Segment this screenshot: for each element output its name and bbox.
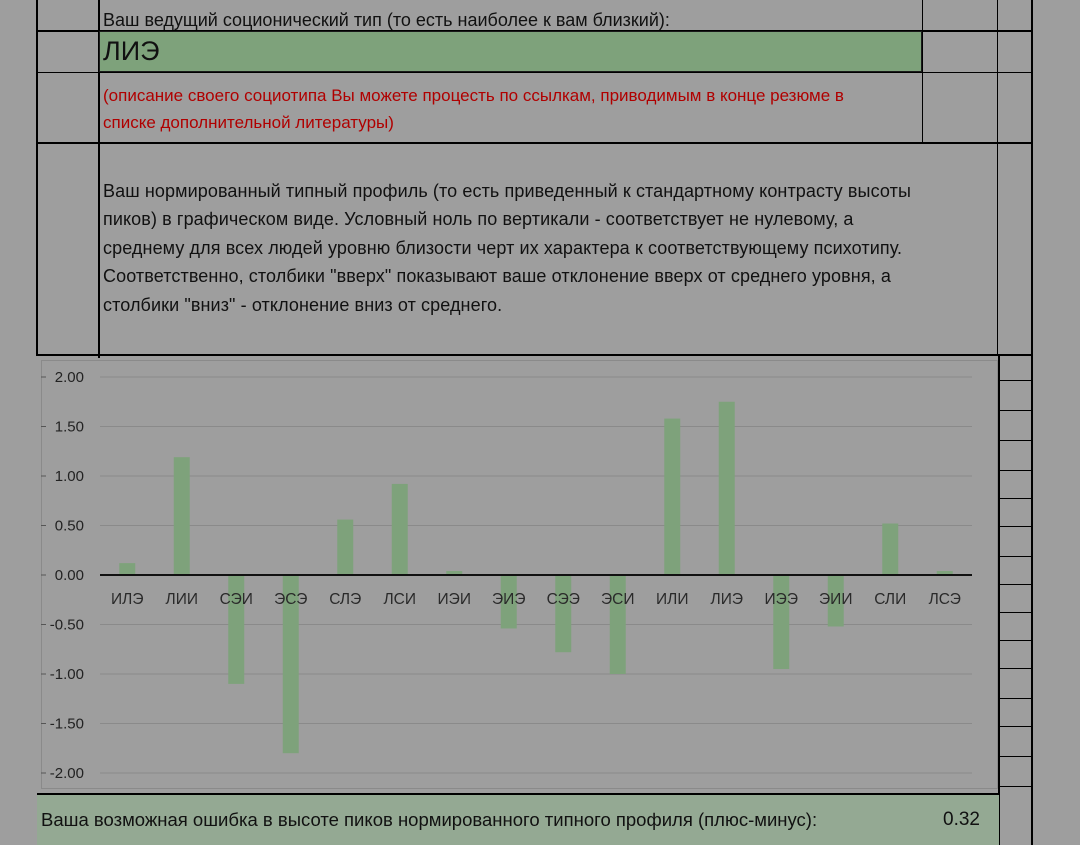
y-tick-label: 2.00 bbox=[55, 369, 84, 386]
grid-line bbox=[98, 0, 100, 358]
profile-explanation-line: столбики "вниз" - отклонение вниз от сре… bbox=[103, 295, 503, 315]
type-description-line: (описание своего социотипа Вы можете про… bbox=[103, 86, 844, 105]
grid-line bbox=[998, 556, 1033, 557]
error-value[interactable]: 0.32 bbox=[943, 809, 980, 830]
profile-explanation-line: Ваш нормированный типный профиль (то ест… bbox=[103, 181, 911, 201]
grid-line bbox=[998, 498, 1033, 499]
type-cell[interactable] bbox=[99, 31, 922, 72]
bar[interactable] bbox=[664, 418, 681, 575]
grid-line bbox=[998, 756, 1033, 757]
type-name: ЛИЭ bbox=[103, 36, 160, 66]
grid-line bbox=[998, 380, 1033, 381]
grid-line bbox=[998, 612, 1033, 613]
y-tick-label: -0.50 bbox=[50, 617, 84, 634]
bar[interactable] bbox=[119, 563, 136, 575]
grid-line bbox=[36, 354, 1033, 356]
grid-line bbox=[1031, 0, 1033, 845]
bar[interactable] bbox=[173, 457, 190, 575]
category-label: СЭИ bbox=[220, 591, 253, 608]
error-row bbox=[37, 793, 999, 845]
category-label: СЭЭ bbox=[547, 591, 580, 608]
bar[interactable] bbox=[337, 519, 354, 575]
grid-line bbox=[998, 440, 1033, 441]
bar[interactable] bbox=[882, 523, 899, 575]
grid-line bbox=[36, 142, 1033, 144]
bar[interactable] bbox=[827, 575, 844, 627]
profile-bar-chart: 2.00 1.50 1.00 0.50 0.00 -0.50 -1.00 -1.50 -2.00… bbox=[41, 369, 972, 782]
y-tick-label: -2.00 bbox=[50, 765, 84, 782]
category-label: ИЭЭ bbox=[765, 591, 798, 608]
y-tick-label: -1.00 bbox=[50, 666, 84, 683]
profile-explanation-line: Соответственно, столбики "вверх" показыв… bbox=[103, 266, 891, 286]
grid-line bbox=[998, 698, 1033, 699]
error-label: Ваша возможная ошибка в высоте пиков нор… bbox=[41, 809, 818, 830]
grid-line bbox=[998, 726, 1033, 727]
category-label: ИЛИ bbox=[656, 591, 688, 608]
profile-explanation-line: пиков) в графическом виде. Условный ноль… bbox=[103, 209, 854, 229]
bar[interactable] bbox=[446, 571, 463, 575]
grid-line bbox=[998, 584, 1033, 585]
category-label: ЭСИ bbox=[601, 591, 634, 608]
grid-line bbox=[998, 526, 1033, 527]
grid-line bbox=[36, 0, 38, 355]
grid-line bbox=[922, 0, 923, 143]
grid-line bbox=[998, 470, 1033, 471]
grid-line bbox=[998, 668, 1033, 669]
category-label: СЛЭ bbox=[329, 591, 361, 608]
y-tick-label: 1.50 bbox=[55, 419, 84, 436]
category-label: ЛИИ bbox=[166, 591, 198, 608]
y-tick-label: -1.50 bbox=[50, 716, 84, 733]
bar[interactable] bbox=[555, 575, 572, 653]
category-label: ЛИЭ bbox=[711, 591, 743, 608]
bar[interactable] bbox=[282, 575, 299, 754]
y-tick-label: 0.00 bbox=[55, 567, 84, 584]
bar[interactable] bbox=[228, 575, 245, 684]
type-description-line: списке дополнительной литературы) bbox=[103, 113, 394, 132]
leading-type-label: Ваш ведущий соционический тип (то есть н… bbox=[103, 10, 670, 30]
category-label: ЭСЭ bbox=[274, 591, 307, 608]
bar[interactable] bbox=[500, 575, 517, 629]
y-tick-label: 0.50 bbox=[55, 518, 84, 535]
bar[interactable] bbox=[718, 401, 735, 575]
grid-line bbox=[36, 72, 1033, 73]
y-tick-label: 1.00 bbox=[55, 468, 84, 485]
grid-line bbox=[997, 0, 998, 355]
category-label: ИЛЭ bbox=[111, 591, 143, 608]
grid-line bbox=[998, 786, 1033, 787]
category-label: ЭИЭ bbox=[492, 591, 525, 608]
category-label: ИЭИ bbox=[438, 591, 471, 608]
category-label: ЛСЭ bbox=[929, 591, 961, 608]
bar[interactable] bbox=[391, 483, 408, 575]
grid-line bbox=[998, 355, 1000, 845]
category-label: СЛИ bbox=[874, 591, 906, 608]
category-label: ЛСИ bbox=[383, 591, 416, 608]
grid-line bbox=[998, 640, 1033, 641]
grid-line bbox=[998, 410, 1033, 411]
bar[interactable] bbox=[936, 571, 953, 575]
category-label: ЭИИ bbox=[819, 591, 852, 608]
bar[interactable] bbox=[609, 575, 626, 674]
profile-explanation-line: среднему для всех людей уровню близости … bbox=[103, 238, 903, 258]
bar[interactable] bbox=[773, 575, 790, 670]
